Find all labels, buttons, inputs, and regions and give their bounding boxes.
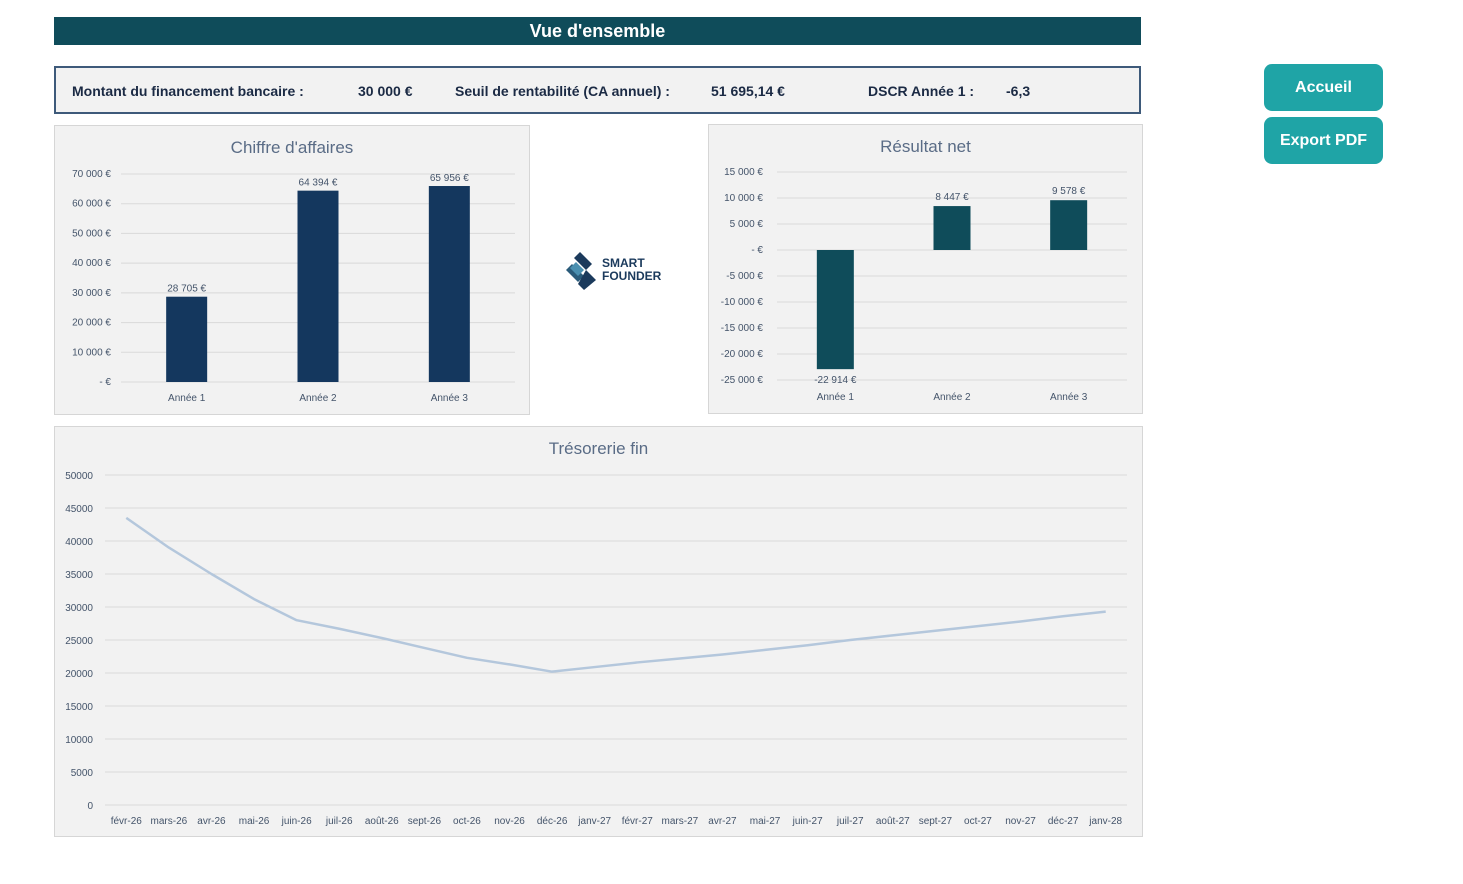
cash-chart-title: Trésorerie fin	[548, 439, 649, 458]
x-tick-label: mars-26	[151, 816, 188, 827]
cash-chart: Trésorerie fin 0 5000 10000 15000 20000 25000…	[54, 426, 1143, 837]
x-tick-label: févr-27	[622, 816, 654, 827]
x-tick-label: Année 2	[299, 393, 337, 404]
x-tick-label: janv-27	[577, 816, 611, 827]
net-result-chart-svg: -25 000 € -20 000 € -15 000 € -10 000 € -5 0…	[721, 167, 1127, 403]
y-tick-label: -25 000 €	[721, 375, 764, 386]
y-tick-label: 30 000 €	[72, 288, 111, 299]
data-label: 8 447 €	[935, 192, 969, 203]
y-tick-label: 35000	[65, 570, 93, 581]
y-tick-label: 5 000 €	[730, 219, 764, 230]
y-tick-label: 25000	[65, 636, 93, 647]
series-line	[125, 516, 1106, 673]
logo-text: SMART FOUNDER	[602, 257, 661, 283]
net-result-chart: Résultat net -25 000 € -20 000 € -15 000 €…	[708, 124, 1143, 414]
x-tick-label: juin-26	[281, 816, 312, 827]
x-tick-label: mai-26	[239, 816, 270, 827]
financing-value: 30 000 €	[358, 83, 413, 99]
bar	[933, 206, 971, 250]
y-tick-label: 0	[87, 801, 93, 812]
x-tick-label: janv-28	[1088, 816, 1122, 827]
x-tick-label: déc-26	[537, 816, 568, 827]
smart-founder-logo: SMART FOUNDER	[566, 250, 666, 290]
cash-chart-svg: 0 5000 10000 15000 20000 25000 30000 35000 40000…	[65, 471, 1127, 827]
financing-label: Montant du financement bancaire :	[72, 83, 304, 99]
y-tick-label: 50 000 €	[72, 228, 111, 239]
bar	[428, 186, 470, 382]
y-tick-label: 10 000 €	[724, 193, 763, 204]
breakeven-value: 51 695,14 €	[711, 83, 785, 99]
x-tick-label: févr-26	[111, 816, 143, 827]
y-tick-label: 15000	[65, 702, 93, 713]
y-tick-label: 30000	[65, 603, 93, 614]
x-tick-label: oct-27	[964, 816, 992, 827]
x-tick-label: août-27	[876, 816, 910, 827]
breakeven-label: Seuil de rentabilité (CA annuel) :	[455, 83, 670, 99]
x-tick-label: Année 3	[1050, 392, 1088, 403]
y-tick-label: -5 000 €	[726, 271, 763, 282]
dscr-value: -6,3	[1006, 83, 1031, 99]
data-label: 28 705 €	[167, 284, 206, 295]
export-pdf-button[interactable]: Export PDF	[1264, 117, 1383, 164]
x-tick-label: août-26	[365, 816, 399, 827]
y-tick-label: 40 000 €	[72, 258, 111, 269]
x-tick-label: mars-27	[662, 816, 699, 827]
y-tick-label: 5000	[71, 768, 94, 779]
y-tick-label: 60 000 €	[72, 199, 111, 210]
x-tick-label: juin-27	[792, 816, 823, 827]
y-tick-label: - €	[99, 377, 111, 388]
bar	[816, 250, 854, 370]
x-tick-label: avr-27	[708, 816, 737, 827]
y-tick-label: 10000	[65, 735, 93, 746]
bar	[166, 296, 208, 382]
x-tick-label: sept-27	[919, 816, 953, 827]
net-result-chart-title: Résultat net	[880, 137, 971, 156]
y-tick-label: 20 000 €	[72, 318, 111, 329]
y-tick-label: 15 000 €	[724, 167, 763, 178]
x-tick-label: avr-26	[197, 816, 226, 827]
page-title: Vue d'ensemble	[54, 17, 1141, 45]
y-tick-label: 40000	[65, 537, 93, 548]
y-tick-label: -20 000 €	[721, 349, 764, 360]
y-tick-label: 10 000 €	[72, 347, 111, 358]
x-tick-label: mai-27	[750, 816, 781, 827]
y-tick-label: - €	[751, 245, 763, 256]
data-label: 64 394 €	[299, 178, 338, 189]
data-label: -22 914 €	[814, 375, 857, 386]
y-tick-label: -15 000 €	[721, 323, 764, 334]
logo-line-2: FOUNDER	[602, 269, 662, 283]
x-tick-label: déc-27	[1048, 816, 1079, 827]
x-tick-label: oct-26	[453, 816, 481, 827]
home-button[interactable]: Accueil	[1264, 64, 1383, 111]
data-label: 65 956 €	[430, 173, 469, 184]
dscr-label: DSCR Année 1 :	[868, 83, 975, 99]
y-tick-label: 45000	[65, 504, 93, 515]
x-tick-label: sept-26	[408, 816, 442, 827]
bar	[1050, 200, 1088, 250]
y-tick-label: -10 000 €	[721, 297, 764, 308]
kpi-summary: Montant du financement bancaire : 30 000…	[54, 66, 1141, 114]
x-tick-label: juil-26	[325, 816, 353, 827]
x-tick-label: nov-27	[1005, 816, 1036, 827]
smart-founder-logo-icon	[566, 252, 596, 290]
logo-line-1: SMART	[602, 256, 645, 270]
revenue-chart-svg: - € 10 000 € 20 000 € 30 000 € 40 000 € 50 00…	[72, 169, 515, 404]
x-tick-label: nov-26	[494, 816, 525, 827]
x-tick-label: Année 3	[431, 393, 469, 404]
revenue-chart-title: Chiffre d'affaires	[230, 138, 354, 157]
revenue-chart: Chiffre d'affaires - € 10 000 € 20 000 € 30…	[54, 125, 530, 415]
bar	[297, 190, 339, 382]
x-tick-label: juil-27	[836, 816, 864, 827]
y-tick-label: 20000	[65, 669, 93, 680]
x-tick-label: Année 1	[817, 392, 855, 403]
y-tick-label: 70 000 €	[72, 169, 111, 180]
y-tick-label: 50000	[65, 471, 93, 482]
x-tick-label: Année 2	[933, 392, 971, 403]
x-tick-label: Année 1	[168, 393, 206, 404]
data-label: 9 578 €	[1052, 186, 1086, 197]
